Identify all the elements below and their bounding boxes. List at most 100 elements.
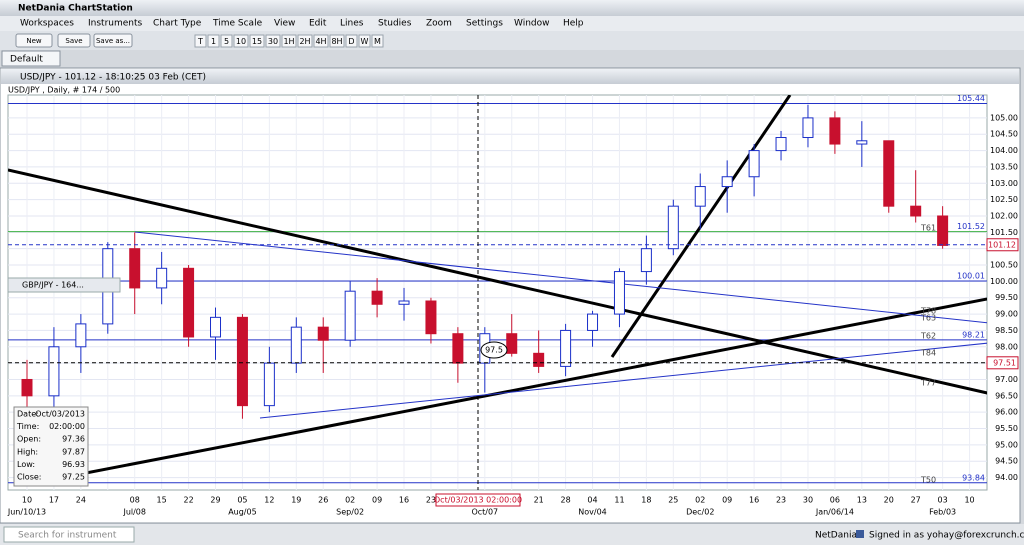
period-label[interactable]: 1H [283, 37, 294, 46]
window-title: NetDania ChartStation [18, 4, 133, 14]
period-label[interactable]: 1 [211, 37, 216, 46]
candle-body [263, 362, 275, 407]
menu-item[interactable]: Lines [340, 19, 364, 29]
y-tick-label: 97.00 [995, 375, 1018, 384]
toolbar-button[interactable] [15, 33, 53, 48]
level-label: 101.52 [957, 222, 985, 231]
menu-item[interactable]: Zoom [426, 19, 452, 29]
search-box[interactable] [3, 526, 135, 543]
candle-body [721, 176, 733, 188]
candle-body [802, 117, 814, 139]
menu-item[interactable]: Window [514, 19, 550, 29]
x-tick-label: 27 [911, 496, 921, 505]
period-label[interactable]: M [374, 37, 381, 46]
period-button[interactable] [233, 34, 249, 48]
trend-line [610, 95, 792, 358]
period-button[interactable] [249, 34, 265, 48]
search-placeholder[interactable]: Search for instrument [18, 531, 117, 541]
toolbar-button-label[interactable]: New [26, 37, 42, 45]
menu-item[interactable]: Edit [309, 19, 327, 29]
period-button[interactable] [313, 34, 329, 48]
status-bar [0, 524, 1024, 545]
info-key: High: [17, 447, 38, 456]
signed-in: Signed in as yohay@forexcrunch.com [869, 531, 1024, 541]
x-tick-label: 18 [641, 496, 651, 505]
toolbar-button[interactable] [93, 33, 133, 48]
period-button[interactable] [345, 34, 358, 48]
y-tick-label: 103.50 [990, 162, 1018, 171]
level-label: 98.21 [962, 330, 985, 339]
candle-body [667, 205, 679, 250]
candle-body [344, 290, 356, 341]
x-major-label: Sep/02 [336, 508, 364, 517]
x-major-label: Nov/04 [578, 508, 607, 517]
y-tick-label: 98.50 [995, 326, 1018, 335]
period-label[interactable]: D [348, 37, 354, 46]
chart-header [1, 69, 1019, 84]
x-major-label: Jun/10/13 [7, 508, 46, 517]
period-label[interactable]: 10 [236, 37, 246, 46]
period-button[interactable] [281, 34, 297, 48]
period-label[interactable]: 30 [268, 37, 278, 46]
period-label[interactable]: W [361, 37, 369, 46]
x-major-label: Feb/03 [929, 508, 956, 517]
period-button[interactable] [220, 34, 233, 48]
level-label: 93.84 [962, 473, 985, 482]
x-tick-label: 28 [561, 496, 571, 505]
candle-body [748, 150, 760, 178]
period-button[interactable] [358, 34, 371, 48]
toolbar-button-label[interactable]: Save [65, 37, 82, 45]
candle-body [317, 326, 329, 341]
menu-item[interactable]: Chart Type [153, 19, 202, 29]
candle-body [587, 313, 599, 331]
menu-item[interactable]: Settings [466, 19, 503, 29]
candle-body [856, 140, 868, 145]
y-tick-label: 101.50 [990, 228, 1018, 237]
trend-line [8, 168, 987, 395]
y-tick-label: 95.50 [995, 424, 1018, 433]
period-label[interactable]: 2H [299, 37, 310, 46]
x-tick-label: 03 [938, 496, 948, 505]
y-tick-label: 99.50 [995, 293, 1018, 302]
candle-body [371, 290, 383, 305]
menu-item[interactable]: View [274, 19, 295, 29]
info-key: Open: [17, 435, 41, 444]
chart-subtitle: USD/JPY , Daily, # 174 / 500 [8, 86, 120, 95]
period-label[interactable]: T [197, 37, 203, 46]
menu-item[interactable]: Instruments [88, 19, 143, 29]
period-button[interactable] [265, 34, 281, 48]
y-tick-label: 100.00 [990, 277, 1018, 286]
x-tick-label: 23 [426, 496, 436, 505]
last-price-label: 101.12 [988, 240, 1016, 249]
last-price-box [986, 238, 1019, 252]
candle-body [129, 248, 141, 289]
level-label: 100.01 [957, 272, 985, 281]
y-tick-label: 105.00 [990, 113, 1018, 122]
candle-body [775, 137, 787, 152]
menu-item[interactable]: Studies [378, 19, 412, 29]
period-button[interactable] [194, 34, 207, 48]
period-button[interactable] [371, 34, 384, 48]
period-button[interactable] [297, 34, 313, 48]
period-button[interactable] [329, 34, 345, 48]
period-label[interactable]: 15 [252, 37, 262, 46]
x-tick-label: 10 [964, 496, 974, 505]
info-key: Time: [16, 422, 39, 431]
level-label: 105.44 [957, 94, 985, 103]
x-tick-label: 10 [22, 496, 32, 505]
crosshair-bubble-label: 97.5 [485, 346, 503, 355]
tab[interactable] [1, 50, 61, 67]
toolbar-button[interactable] [57, 33, 91, 48]
period-label[interactable]: 4H [315, 37, 326, 46]
x-tick-label: 29 [210, 496, 220, 505]
period-button[interactable] [207, 34, 220, 48]
x-tick-label: 09 [372, 496, 382, 505]
tab-label[interactable]: Default [10, 55, 43, 65]
toolbar-button-label[interactable]: Save as... [96, 37, 130, 45]
crosshair-time-label: Oct/03/2013 02:00:00 [434, 496, 522, 505]
period-label[interactable]: 5 [224, 37, 229, 46]
menu-item[interactable]: Help [563, 19, 584, 29]
menu-item[interactable]: Workspaces [20, 19, 74, 29]
menu-item[interactable]: Time Scale [212, 19, 263, 29]
period-label[interactable]: 8H [331, 37, 342, 46]
